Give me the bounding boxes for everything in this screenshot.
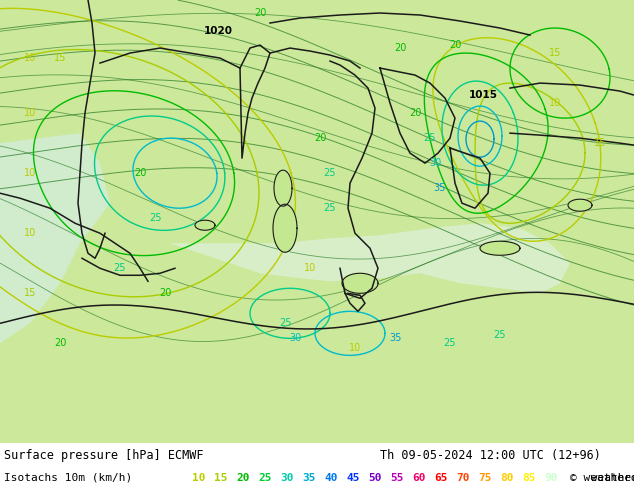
- Text: 25: 25: [258, 473, 271, 483]
- Text: 15: 15: [24, 288, 36, 298]
- Text: 20: 20: [314, 133, 326, 143]
- Text: 1015: 1015: [469, 90, 498, 100]
- Polygon shape: [342, 273, 378, 294]
- Text: 70: 70: [456, 473, 470, 483]
- Text: 10: 10: [24, 53, 36, 63]
- Text: 10: 10: [24, 108, 36, 118]
- Text: 1020: 1020: [204, 26, 233, 36]
- Text: 80: 80: [500, 473, 514, 483]
- Text: 90: 90: [544, 473, 557, 483]
- Text: 10: 10: [549, 98, 561, 108]
- Text: 35: 35: [302, 473, 316, 483]
- Text: 45: 45: [346, 473, 359, 483]
- Text: © weatheronline.co.uk: © weatheronline.co.uk: [570, 473, 634, 483]
- Text: 20: 20: [236, 473, 250, 483]
- Text: 30: 30: [429, 158, 441, 168]
- Text: 10: 10: [192, 473, 205, 483]
- Text: 25: 25: [113, 263, 126, 273]
- Text: 10: 10: [24, 228, 36, 238]
- Text: 10: 10: [304, 263, 316, 273]
- Text: Surface pressure [hPa] ECMWF: Surface pressure [hPa] ECMWF: [4, 449, 204, 462]
- Text: 10: 10: [24, 168, 36, 178]
- Text: 25: 25: [494, 330, 507, 341]
- Text: 50: 50: [368, 473, 382, 483]
- Text: 25: 25: [424, 133, 436, 143]
- Text: 20: 20: [449, 40, 461, 50]
- Polygon shape: [273, 204, 297, 252]
- Text: Isotachs 10m (km/h): Isotachs 10m (km/h): [4, 473, 139, 483]
- Text: 30: 30: [280, 473, 294, 483]
- Text: 25: 25: [324, 168, 336, 178]
- Text: 25: 25: [279, 318, 291, 328]
- Text: 55: 55: [390, 473, 403, 483]
- Text: 10: 10: [349, 343, 361, 353]
- Polygon shape: [480, 241, 520, 255]
- Text: 35: 35: [389, 333, 401, 343]
- Text: 20: 20: [409, 108, 421, 118]
- Text: 75: 75: [478, 473, 491, 483]
- Text: 15: 15: [594, 138, 606, 148]
- Polygon shape: [274, 170, 292, 206]
- Text: 20: 20: [134, 168, 146, 178]
- Text: 15: 15: [214, 473, 228, 483]
- Text: 60: 60: [412, 473, 425, 483]
- Text: 20: 20: [54, 339, 66, 348]
- Text: 20: 20: [158, 288, 171, 298]
- Text: 15: 15: [54, 53, 66, 63]
- Text: 15: 15: [549, 48, 561, 58]
- Text: 85: 85: [522, 473, 536, 483]
- Text: 30: 30: [289, 333, 301, 343]
- Text: 25: 25: [324, 203, 336, 213]
- Text: 35: 35: [434, 183, 446, 193]
- Text: 20: 20: [254, 8, 266, 18]
- Polygon shape: [568, 199, 592, 211]
- Polygon shape: [0, 133, 110, 343]
- Text: Th 09-05-2024 12:00 UTC (12+96): Th 09-05-2024 12:00 UTC (12+96): [380, 449, 601, 462]
- Text: 25: 25: [444, 339, 456, 348]
- Text: 25: 25: [149, 213, 161, 223]
- Polygon shape: [195, 220, 215, 230]
- Text: weatheronline.co.uk: weatheronline.co.uk: [584, 473, 634, 483]
- Text: 65: 65: [434, 473, 448, 483]
- Polygon shape: [170, 223, 570, 294]
- Text: 40: 40: [324, 473, 337, 483]
- Text: 20: 20: [394, 43, 406, 53]
